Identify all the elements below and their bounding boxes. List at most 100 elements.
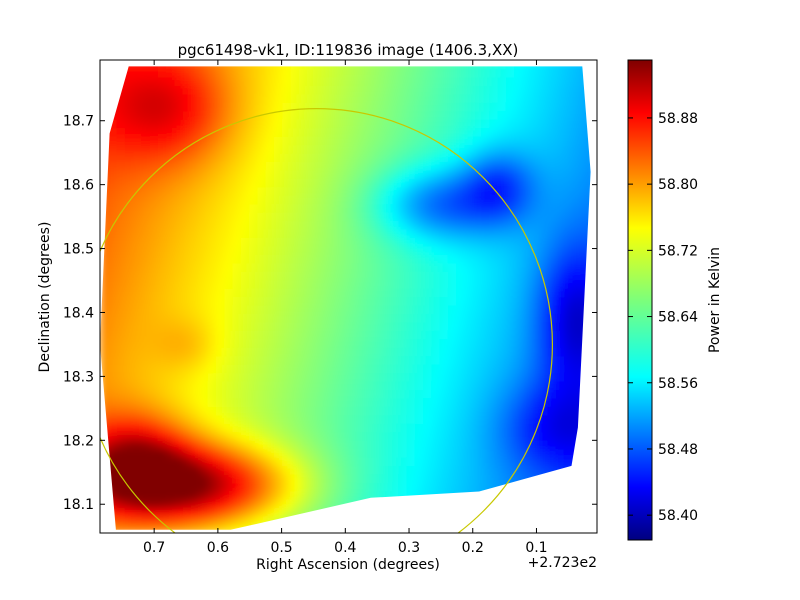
- heatmap-cell: [348, 473, 358, 483]
- heatmap-cell: [265, 119, 275, 129]
- heatmap-cell: [141, 338, 151, 348]
- heatmap-cell: [572, 330, 582, 340]
- heatmap-cell: [530, 288, 540, 298]
- heatmap-cell: [100, 321, 109, 331]
- heatmap-cell: [489, 406, 499, 416]
- heatmap-cell: [133, 507, 143, 517]
- heatmap-cell: [249, 490, 258, 500]
- heatmap-cell: [315, 169, 325, 179]
- heatmap-cell: [232, 127, 242, 137]
- heatmap-cell: [100, 85, 109, 95]
- heatmap-cell: [290, 364, 300, 374]
- heatmap-cell: [215, 372, 225, 382]
- heatmap-cell: [100, 330, 109, 340]
- heatmap-cell: [572, 119, 582, 129]
- heatmap-cell: [423, 76, 432, 86]
- heatmap-cell: [174, 93, 184, 103]
- heatmap-cell: [331, 347, 341, 357]
- heatmap-cell: [555, 161, 565, 171]
- heatmap-cell: [431, 524, 441, 530]
- heatmap-cell: [315, 66, 325, 70]
- heatmap-cell: [414, 456, 424, 467]
- heatmap-cell: [497, 68, 507, 78]
- heatmap: [100, 66, 591, 530]
- heatmap-cell: [381, 448, 391, 458]
- heatmap-cell: [514, 347, 524, 357]
- heatmap-cell: [530, 102, 540, 112]
- heatmap-cell: [323, 279, 333, 289]
- heatmap-cell: [539, 296, 548, 306]
- heatmap-cell: [530, 372, 540, 382]
- heatmap-cell: [133, 127, 143, 137]
- heatmap-cell: [249, 406, 258, 416]
- heatmap-cell: [224, 414, 234, 424]
- heatmap-cell: [133, 220, 143, 230]
- heatmap-cell: [398, 144, 408, 154]
- heatmap-cell: [423, 220, 432, 230]
- heatmap-cell: [108, 397, 118, 407]
- heatmap-cell: [381, 490, 391, 500]
- heatmap-cell: [456, 85, 466, 95]
- heatmap-cell: [406, 136, 416, 146]
- heatmap-cell: [224, 321, 234, 331]
- heatmap-cell: [481, 66, 490, 70]
- heatmap-cell: [365, 144, 374, 154]
- heatmap-cell: [514, 93, 524, 103]
- heatmap-cell: [406, 93, 416, 103]
- heatmap-cell: [215, 186, 225, 196]
- heatmap-cell: [116, 203, 126, 213]
- heatmap-cell: [348, 271, 358, 281]
- heatmap-cell: [505, 169, 515, 179]
- heatmap-cell: [108, 516, 118, 526]
- heatmap-cell: [555, 186, 565, 196]
- heatmap-cell: [249, 296, 258, 306]
- heatmap-cell: [133, 161, 143, 171]
- heatmap-cell: [356, 262, 366, 272]
- heatmap-cell: [273, 254, 283, 264]
- heatmap-cell: [215, 448, 225, 458]
- heatmap-cell: [381, 347, 391, 357]
- heatmap-cell: [563, 321, 573, 331]
- heatmap-cell: [588, 465, 591, 475]
- heatmap-cell: [282, 110, 292, 120]
- heatmap-cell: [257, 136, 267, 146]
- heatmap-cell: [207, 178, 217, 188]
- heatmap-cell: [157, 136, 167, 146]
- x-tick-label: 0.4: [334, 540, 356, 556]
- heatmap-cell: [439, 169, 449, 179]
- heatmap-cell: [215, 456, 225, 467]
- heatmap-cell: [381, 161, 391, 171]
- heatmap-cell: [207, 313, 217, 323]
- heatmap-cell: [315, 473, 325, 483]
- heatmap-cell: [497, 136, 507, 146]
- heatmap-cell: [530, 431, 540, 441]
- heatmap-cell: [497, 397, 507, 407]
- heatmap-cell: [133, 524, 143, 530]
- heatmap-cell: [282, 380, 292, 391]
- heatmap-cell: [563, 372, 573, 382]
- heatmap-cell: [199, 136, 209, 146]
- heatmap-cell: [481, 372, 490, 382]
- heatmap-cell: [505, 186, 515, 196]
- heatmap-cell: [124, 254, 134, 264]
- heatmap-cell: [207, 102, 217, 112]
- heatmap-cell: [464, 406, 474, 416]
- heatmap-cell: [141, 212, 151, 222]
- heatmap-cell: [282, 279, 292, 289]
- heatmap-cell: [572, 448, 582, 458]
- heatmap-cell: [423, 397, 432, 407]
- heatmap-cell: [232, 110, 242, 120]
- heatmap-cell: [431, 473, 441, 483]
- heatmap-cell: [141, 372, 151, 382]
- heatmap-cell: [240, 490, 250, 500]
- heatmap-cell: [539, 456, 548, 467]
- heatmap-cell: [406, 524, 416, 530]
- heatmap-cell: [166, 66, 176, 70]
- heatmap-cell: [265, 186, 275, 196]
- heatmap-cell: [489, 482, 499, 492]
- heatmap-cell: [224, 262, 234, 272]
- heatmap-cell: [166, 178, 176, 188]
- heatmap-cell: [365, 136, 374, 146]
- heatmap-cell: [100, 456, 109, 467]
